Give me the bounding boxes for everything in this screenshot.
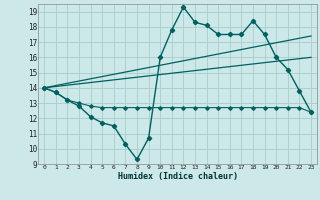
X-axis label: Humidex (Indice chaleur): Humidex (Indice chaleur)	[118, 172, 238, 181]
